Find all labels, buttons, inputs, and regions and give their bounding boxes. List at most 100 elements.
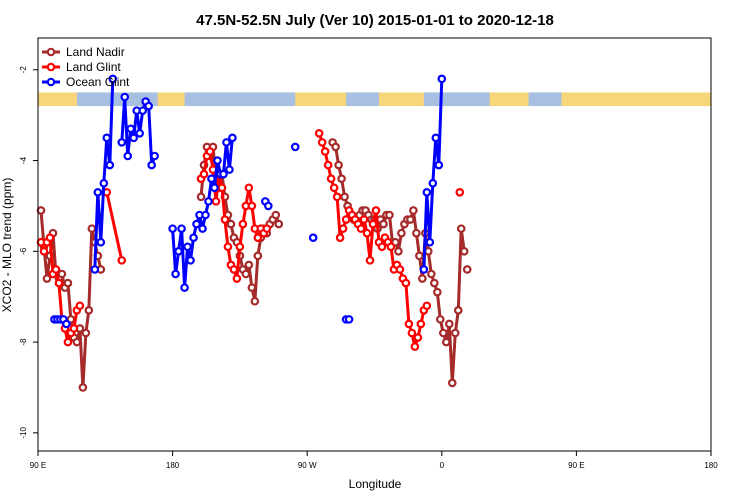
data-point	[232, 274, 242, 283]
data-point	[186, 256, 195, 265]
data-point	[456, 224, 466, 233]
data-point	[180, 283, 189, 292]
x-tick-label: 180	[166, 461, 180, 470]
y-tick-label: -6	[19, 247, 28, 255]
plot-frame	[37, 37, 712, 452]
data-point	[410, 342, 420, 351]
data-point	[329, 183, 339, 193]
data-point	[433, 287, 442, 297]
data-point	[219, 169, 228, 179]
data-point	[45, 233, 55, 242]
x-axis-ticks: 90 E 180 90 W 0 90 E 180	[30, 451, 718, 470]
data-point	[341, 215, 351, 224]
data-point	[308, 233, 318, 242]
data-point	[244, 183, 254, 193]
data-point	[430, 278, 439, 288]
data-point	[42, 274, 52, 283]
data-point	[198, 224, 207, 233]
data-point	[413, 333, 423, 342]
data-point	[274, 219, 284, 229]
data-point	[129, 133, 139, 143]
y-tick-label: -2	[19, 66, 28, 74]
data-point	[418, 274, 427, 283]
data-point	[385, 210, 394, 220]
data-point	[412, 228, 421, 238]
data-point	[422, 301, 432, 311]
x-tick-label: 90 E	[30, 461, 46, 470]
data-point	[211, 197, 221, 206]
data-point	[96, 237, 106, 247]
data-point	[320, 147, 330, 156]
series-land-glint	[36, 129, 465, 351]
data-point	[323, 160, 333, 170]
data-point	[144, 101, 153, 111]
data-point	[75, 301, 85, 311]
data-point	[199, 169, 209, 179]
data-point	[401, 278, 411, 288]
y-tick-label: -4	[19, 156, 28, 164]
data-point	[147, 160, 156, 170]
band-ocean-0	[76, 92, 158, 107]
data-point	[397, 228, 406, 238]
legend-item: Ocean Glint	[42, 75, 130, 89]
land-ocean-band	[38, 92, 711, 107]
data-point	[150, 151, 159, 161]
data-point	[344, 315, 354, 324]
data-point	[228, 133, 237, 143]
x-tick-label: 90 W	[298, 461, 317, 470]
data-point	[406, 215, 415, 224]
series-ocean-glint	[50, 74, 447, 329]
plot-series	[36, 74, 472, 392]
data-point	[120, 92, 130, 102]
data-point	[210, 183, 219, 193]
data-point	[404, 319, 414, 329]
data-point	[81, 328, 91, 338]
data-point	[135, 129, 144, 138]
data-point	[253, 233, 263, 242]
data-point	[117, 256, 127, 265]
data-point	[431, 133, 441, 143]
legend-marker	[46, 47, 56, 57]
data-point	[174, 247, 183, 256]
data-point	[205, 147, 215, 156]
data-point	[262, 224, 272, 233]
data-point	[326, 174, 336, 183]
data-point	[102, 133, 112, 143]
data-point	[314, 129, 324, 138]
data-point	[90, 265, 100, 274]
band-ocean-1	[184, 92, 296, 107]
y-axis-ticks: -2 -4 -6 -8 -10	[19, 66, 38, 439]
data-point	[338, 224, 348, 233]
data-point	[54, 278, 64, 288]
data-point	[356, 224, 366, 233]
data-point	[201, 210, 210, 220]
data-point	[409, 206, 418, 215]
legend-label: Land Nadir	[66, 45, 125, 59]
data-point	[223, 242, 233, 252]
data-point	[337, 174, 346, 183]
y-axis-label: XCO2 - MLO trend (ppm)	[0, 178, 14, 313]
data-point	[72, 337, 82, 347]
legend-label: Ocean Glint	[66, 75, 130, 89]
data-point	[69, 324, 79, 333]
data-point	[217, 183, 227, 193]
data-point	[422, 188, 432, 197]
data-point	[437, 74, 447, 84]
legend-label: Land Glint	[66, 60, 121, 74]
x-axis-label: Longitude	[349, 477, 402, 491]
data-point	[220, 215, 230, 224]
data-point	[87, 224, 97, 233]
data-point	[247, 201, 257, 211]
data-point	[444, 319, 454, 329]
data-point	[78, 383, 88, 392]
data-point	[331, 142, 340, 152]
data-point	[425, 237, 435, 247]
data-point	[62, 319, 71, 329]
data-point	[57, 269, 67, 279]
data-point	[196, 192, 206, 202]
data-point	[241, 269, 251, 279]
x-tick-label: 180	[704, 461, 718, 470]
legend-item: Land Glint	[42, 60, 121, 74]
data-point	[117, 138, 127, 147]
